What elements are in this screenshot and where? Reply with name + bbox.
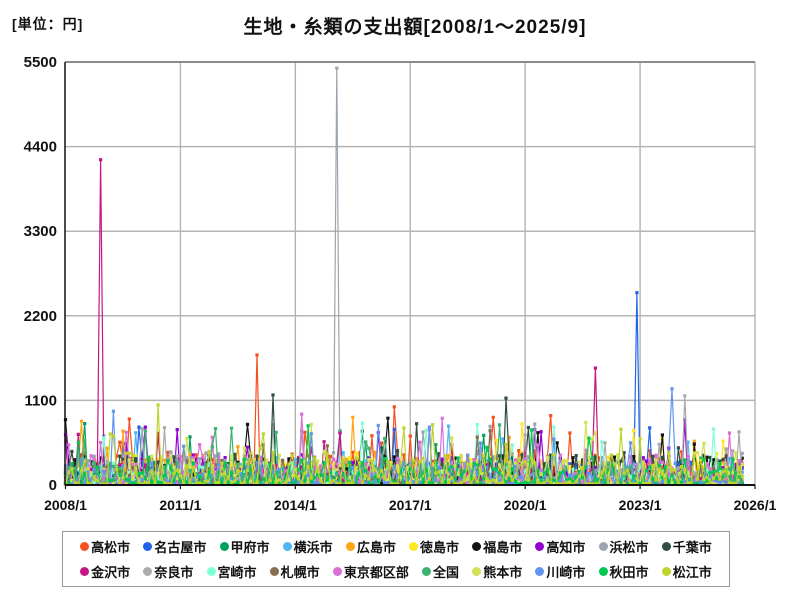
- legend-item: 奈良市: [143, 562, 193, 581]
- legend-swatch-icon: [409, 542, 419, 552]
- legend-item: 高松市: [80, 537, 130, 556]
- legend-label: 甲府市: [230, 540, 270, 556]
- legend-label: 徳島市: [420, 540, 460, 556]
- legend-swatch-icon: [598, 566, 608, 576]
- legend-swatch-icon: [598, 542, 608, 552]
- legend-label: 高松市: [91, 540, 131, 556]
- chart-plot: 0 1100 2200 3300 4400 5500 2008/1 2011/1 2014/1 2…: [24, 54, 777, 513]
- legend-box: 高松市 名古屋市 甲府市 横浜市 広島市 徳島市 福島市 高知市 浜松市 千葉市金沢市 奈良市 宮崎市…: [62, 531, 730, 587]
- legend-swatch-icon: [143, 566, 153, 576]
- legend-row: 金沢市 奈良市 宮崎市 札幌市 東京都区部 全国 熊本市 川崎市 秋田市 松江市: [63, 562, 729, 581]
- legend-item: 浜松市: [598, 537, 649, 556]
- legend-label: 浜松市: [609, 540, 649, 556]
- x-tick-label: 2011/1: [159, 497, 201, 513]
- y-tick-label: 1100: [24, 392, 57, 409]
- y-tick-label: 3300: [24, 223, 57, 240]
- legend-item: 秋田市: [598, 562, 649, 581]
- legend-item: 札幌市: [269, 562, 320, 581]
- legend-item: 金沢市: [80, 562, 130, 581]
- legend-label: 松江市: [672, 564, 712, 580]
- legend-item: 松江市: [661, 562, 712, 581]
- x-tick-label: 2023/1: [619, 497, 662, 513]
- chart-title: 生地・糸類の支出額[2008/1～2025/9]: [243, 17, 587, 38]
- legend-swatch-icon: [345, 542, 355, 552]
- y-tick-label: 5500: [24, 54, 57, 71]
- legend-item: 川崎市: [535, 562, 585, 581]
- x-tick-label: 2014/1: [274, 497, 317, 513]
- x-tick-label: 2026/1: [734, 497, 777, 513]
- legend-swatch-icon: [472, 566, 482, 576]
- legend-item: 名古屋市: [143, 537, 206, 556]
- unit-label: [単位：円]: [12, 16, 84, 32]
- legend-label: 福島市: [483, 540, 523, 556]
- legend-label: 熊本市: [483, 564, 523, 580]
- y-tick-label: 2200: [24, 308, 57, 325]
- legend-item: 福島市: [472, 537, 522, 556]
- legend-swatch-icon: [269, 566, 279, 576]
- legend-label: 東京都区部: [343, 564, 409, 580]
- legend-label: 川崎市: [546, 564, 586, 580]
- legend-label: 広島市: [356, 540, 396, 556]
- legend-swatch-icon: [535, 542, 545, 552]
- legend-label: 横浜市: [293, 540, 333, 556]
- legend-label: 全国: [433, 564, 460, 580]
- legend-item: 熊本市: [472, 562, 522, 581]
- legend-label: 高知市: [546, 540, 586, 556]
- axis-tick-labels: 0 1100 2200 3300 4400 5500 2008/1 2011/1 2014/1 2…: [24, 54, 777, 513]
- legend-item: 全国: [422, 562, 459, 581]
- x-tick-label: 2017/1: [389, 497, 432, 513]
- legend-swatch-icon: [472, 542, 482, 552]
- legend-item: 横浜市: [282, 537, 333, 556]
- x-tick-label: 2020/1: [504, 497, 547, 513]
- legend-label: 奈良市: [154, 564, 194, 580]
- legend-label: 宮崎市: [217, 564, 257, 580]
- legend-swatch-icon: [332, 566, 342, 576]
- legend-item: 東京都区部: [332, 562, 409, 581]
- legend-label: 札幌市: [280, 564, 320, 580]
- legend-swatch-icon: [661, 542, 671, 552]
- legend-label: 名古屋市: [154, 540, 207, 556]
- x-tick-label: 2008/1: [44, 497, 87, 513]
- legend-swatch-icon: [535, 566, 545, 576]
- legend-swatch-icon: [219, 542, 229, 552]
- legend-swatch-icon: [80, 542, 90, 552]
- legend-label: 千葉市: [672, 540, 712, 556]
- legend-label: 秋田市: [609, 564, 649, 580]
- legend-swatch-icon: [282, 542, 292, 552]
- legend-swatch-icon: [143, 542, 153, 552]
- legend-label: 金沢市: [91, 564, 131, 580]
- legend-swatch-icon: [80, 566, 90, 576]
- legend-item: 高知市: [535, 537, 585, 556]
- y-tick-label: 0: [49, 477, 57, 494]
- legend-swatch-icon: [206, 566, 216, 576]
- legend-item: 甲府市: [219, 537, 270, 556]
- y-tick-label: 4400: [24, 139, 57, 156]
- axes: [64, 62, 756, 489]
- legend-swatch-icon: [422, 566, 432, 576]
- gridlines: [65, 61, 756, 485]
- legend-item: 広島市: [345, 537, 396, 556]
- legend-item: 千葉市: [661, 537, 712, 556]
- legend-swatch-icon: [661, 566, 671, 576]
- legend-row: 高松市 名古屋市 甲府市 横浜市 広島市 徳島市 福島市 高知市 浜松市 千葉市: [63, 537, 729, 556]
- legend-item: 徳島市: [409, 537, 459, 556]
- legend-item: 宮崎市: [206, 562, 257, 581]
